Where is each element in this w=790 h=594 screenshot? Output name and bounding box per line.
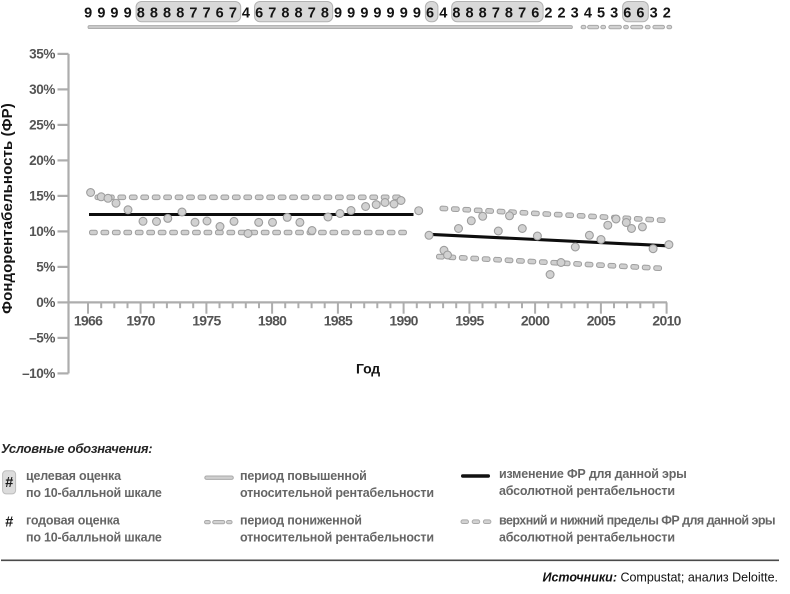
svg-text:Год: Год — [356, 361, 380, 377]
svg-text:#: # — [5, 515, 14, 531]
svg-text:35%: 35% — [29, 47, 55, 62]
svg-text:0%: 0% — [36, 295, 55, 310]
svg-text:относительной рентабельности: относительной рентабельности — [240, 486, 434, 500]
svg-text:годовая оценка: годовая оценка — [26, 514, 121, 528]
svg-text:–5%: –5% — [29, 331, 55, 346]
svg-text:1980: 1980 — [258, 313, 287, 329]
svg-text:1995: 1995 — [455, 313, 484, 329]
svg-text:период пониженной: период пониженной — [240, 514, 362, 528]
svg-text:20%: 20% — [29, 153, 55, 168]
svg-text:верхний и нижний пределы ФР дл: верхний и нижний пределы ФР для данной э… — [499, 514, 775, 528]
svg-text:1966: 1966 — [74, 313, 103, 329]
svg-text:по 10-балльной шкале: по 10-балльной шкале — [26, 531, 162, 545]
svg-text:Фондорентабельность (ФР): Фондорентабельность (ФР) — [0, 103, 16, 314]
svg-text:2010: 2010 — [652, 313, 681, 329]
svg-text:2005: 2005 — [587, 313, 616, 329]
svg-text:10%: 10% — [29, 224, 55, 239]
svg-text:15%: 15% — [29, 189, 55, 204]
svg-text:Источники: Compustat; анализ D: Источники: Compustat; анализ Deloitte. — [542, 571, 778, 585]
svg-text:по 10-балльной шкале: по 10-балльной шкале — [26, 486, 162, 500]
svg-text:Условные обозначения:: Условные обозначения: — [1, 441, 152, 456]
svg-text:25%: 25% — [29, 118, 55, 133]
svg-text:абсолютной рентабельности: абсолютной рентабельности — [499, 531, 675, 545]
svg-text:период повышенной: период повышенной — [240, 469, 367, 483]
svg-text:1990: 1990 — [389, 313, 418, 329]
svg-text:#: # — [5, 475, 14, 491]
svg-text:2000: 2000 — [521, 313, 550, 329]
svg-text:1970: 1970 — [126, 313, 155, 329]
svg-text:абсолютной рентабельности: абсолютной рентабельности — [499, 484, 675, 498]
svg-text:относительной рентабельности: относительной рентабельности — [240, 531, 434, 545]
svg-text:целевая оценка: целевая оценка — [26, 469, 122, 483]
svg-text:изменение ФР для данной эры: изменение ФР для данной эры — [499, 467, 687, 481]
svg-text:1985: 1985 — [324, 313, 353, 329]
svg-text:–10%: –10% — [22, 366, 55, 381]
svg-text:30%: 30% — [29, 82, 55, 97]
svg-text:5%: 5% — [36, 260, 55, 275]
svg-text:1975: 1975 — [192, 313, 221, 329]
